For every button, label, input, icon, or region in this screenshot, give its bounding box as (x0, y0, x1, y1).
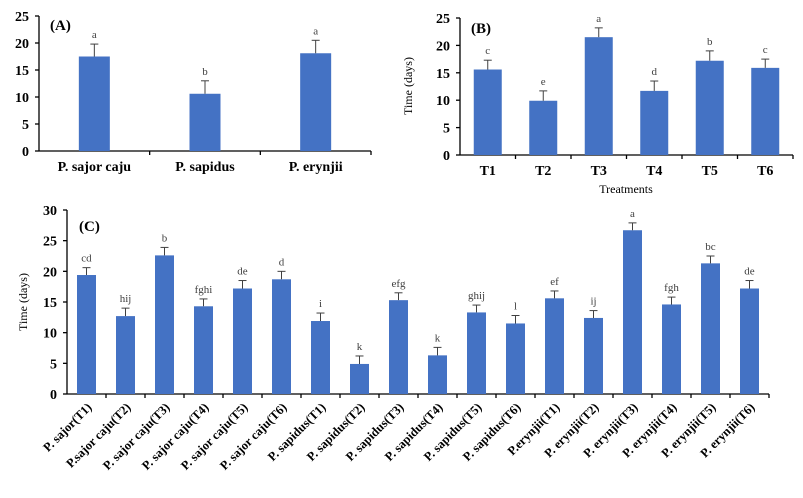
bar (194, 306, 213, 394)
bar (389, 300, 408, 394)
bar (467, 312, 486, 394)
y-tick-label: 20 (436, 39, 450, 54)
y-tick-label: 20 (43, 265, 57, 280)
x-category-label: T3 (591, 164, 607, 179)
significance-letter: ij (590, 296, 596, 308)
significance-letter: a (596, 13, 601, 25)
significance-letter: k (435, 332, 441, 344)
significance-letter: ef (550, 276, 559, 288)
significance-letter: hij (120, 293, 132, 305)
significance-letter: b (707, 36, 713, 48)
y-tick-label: 20 (15, 37, 29, 52)
x-category-label: T5 (702, 164, 718, 179)
x-category-label: P. sajor caju(T5) (178, 400, 251, 473)
y-tick-label: 15 (43, 296, 57, 311)
bar (233, 288, 252, 394)
significance-letter: c (763, 44, 768, 56)
x-axis-title: Treatments (599, 182, 653, 196)
significance-letter: i (319, 298, 322, 310)
y-tick-label: 10 (43, 327, 57, 342)
chart-panel-a: 0 5 10 15 20 25 a P. sajor caju b P. sapidus a P. e… (15, 10, 372, 175)
y-axis-title: Time (days) (16, 273, 30, 331)
x-category-label: T2 (535, 164, 551, 179)
x-category-label: P. sajor caju(T3) (100, 400, 173, 473)
significance-letter: b (202, 66, 208, 78)
significance-letter: bc (705, 241, 716, 253)
significance-letter: l (514, 300, 517, 312)
bar (529, 100, 558, 155)
chart-panel-b: 0 5 10 15 20 25 c T1 e T2 a T3 d T4 b T5 c T6 (B) Time (day… (401, 12, 794, 196)
x-category-label: P. sapidus (175, 160, 235, 175)
significance-letter: de (237, 266, 248, 278)
significance-letter: cd (81, 253, 92, 265)
y-tick-label: 25 (436, 12, 450, 27)
bar (116, 316, 135, 394)
bar (155, 255, 174, 394)
bar (751, 67, 780, 155)
bar (428, 355, 447, 394)
y-tick-label: 15 (15, 64, 29, 79)
bar (300, 53, 332, 152)
bar (311, 321, 330, 394)
panel-label: (C) (79, 219, 100, 235)
bar (695, 60, 724, 155)
x-category-label: T4 (646, 164, 662, 179)
y-tick-label: 10 (436, 94, 450, 109)
bar (272, 279, 291, 394)
y-tick-label: 0 (22, 145, 29, 160)
significance-letter: b (162, 232, 168, 244)
bar (78, 56, 110, 151)
x-category-label: T1 (480, 164, 496, 179)
bar (701, 263, 720, 394)
significance-letter: efg (391, 278, 406, 290)
significance-letter: a (92, 29, 97, 41)
bar (584, 37, 613, 155)
significance-letter: a (630, 208, 635, 220)
panel-label: (A) (50, 18, 71, 34)
y-tick-label: 10 (15, 91, 29, 106)
x-category-label: T6 (757, 164, 773, 179)
y-tick-label: 5 (443, 122, 450, 137)
x-category-label: P. sajor caju(T4) (139, 400, 212, 473)
panel-label: (B) (471, 21, 491, 37)
bar (584, 317, 603, 394)
y-tick-label: 15 (436, 67, 450, 82)
bar (350, 363, 369, 394)
y-tick-label: 0 (50, 388, 57, 403)
bar (545, 298, 564, 394)
y-tick-label: 25 (15, 10, 29, 25)
x-category-label: P. sajor caju(T6) (217, 400, 290, 473)
significance-letter: a (313, 25, 318, 37)
significance-letter: fgh (664, 282, 679, 294)
y-axis-title: Time (days) (401, 57, 415, 115)
significance-letter: d (279, 256, 285, 268)
x-category-label: P. erynjii (289, 160, 343, 175)
significance-letter: c (485, 45, 490, 57)
significance-letter: e (541, 76, 546, 88)
bar (189, 93, 221, 151)
bar (506, 323, 525, 394)
y-tick-label: 5 (50, 357, 57, 372)
bar (662, 304, 681, 394)
bar (473, 69, 502, 155)
bar (740, 288, 759, 394)
y-tick-label: 30 (43, 204, 57, 219)
significance-letter: ghij (468, 290, 485, 302)
y-tick-label: 25 (43, 235, 57, 250)
significance-letter: d (652, 66, 658, 78)
y-tick-label: 0 (443, 149, 450, 164)
x-category-label: P. sajor caju (58, 160, 132, 175)
y-tick-label: 5 (22, 118, 29, 133)
bar (623, 230, 642, 394)
bar (640, 90, 669, 155)
bar (77, 275, 96, 394)
significance-letter: fghi (195, 284, 213, 296)
significance-letter: de (744, 266, 755, 278)
significance-letter: k (357, 341, 363, 353)
